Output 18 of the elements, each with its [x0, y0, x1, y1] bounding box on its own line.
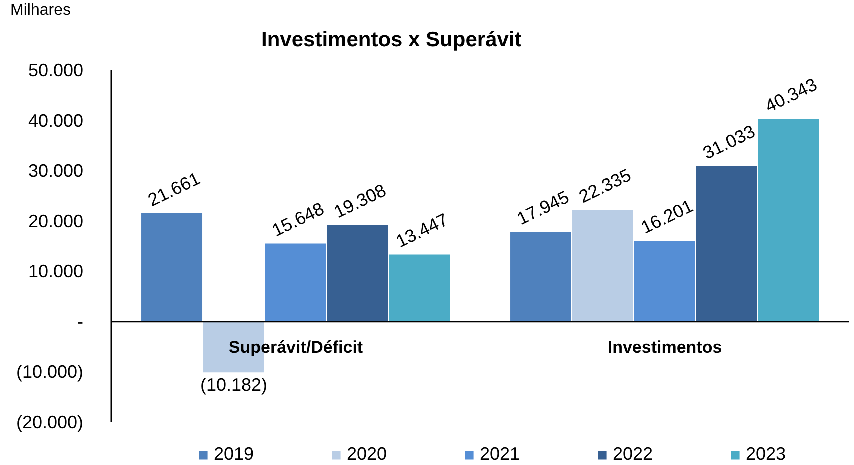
legend-label: 2020	[347, 444, 388, 465]
y-tick-label: 40.000	[28, 110, 84, 131]
y-tick-label: 50.000	[28, 60, 84, 80]
chart-title: Investimentos x Superávit	[262, 28, 522, 52]
y-tick-label: (10.000)	[16, 362, 84, 382]
legend-label: 2021	[480, 444, 522, 465]
y-tick-label: (20.000)	[16, 412, 84, 432]
y-axis-title: Milhares	[10, 2, 71, 19]
legend-label: 2019	[214, 444, 256, 465]
y-tick-label: 10.000	[28, 262, 84, 282]
y-tick-label: 30.000	[28, 161, 84, 182]
data-label: (10.182)	[200, 375, 268, 396]
legend-label: 2023	[746, 444, 788, 465]
y-tick-label: -	[78, 312, 84, 332]
x-tick-label: Investimentos	[608, 338, 722, 357]
y-tick-label: 20.000	[28, 211, 84, 232]
x-tick-label: Superávit/Déficit	[228, 338, 364, 357]
legend-label: 2022	[613, 444, 654, 465]
